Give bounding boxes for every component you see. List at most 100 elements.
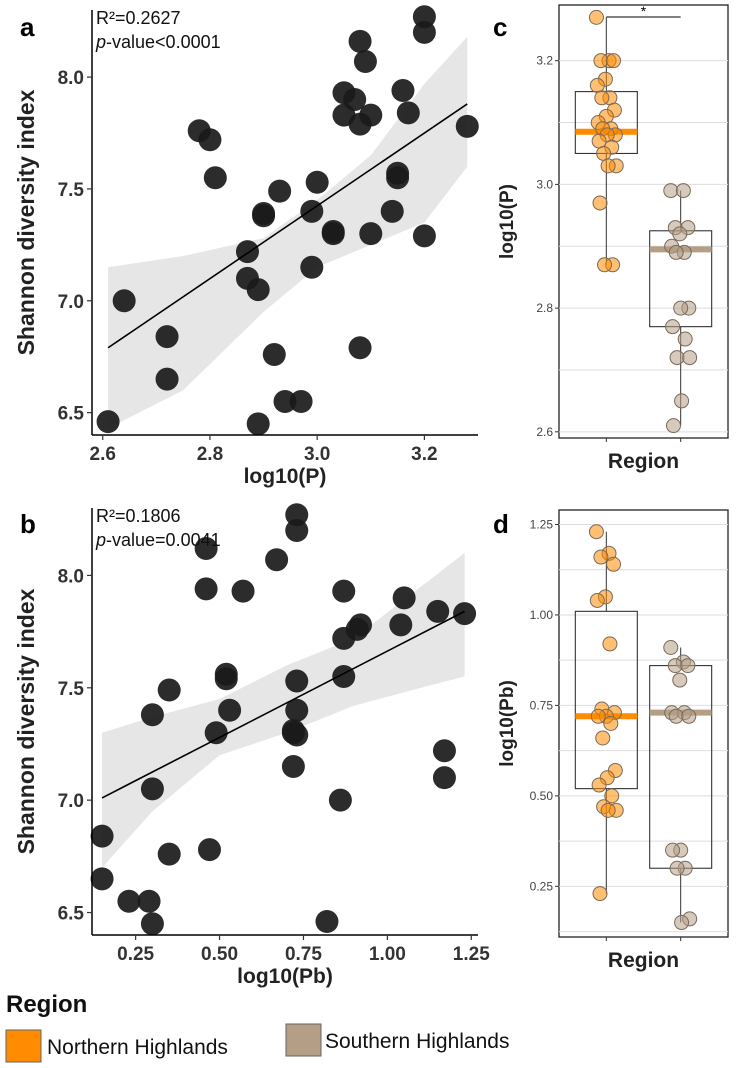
p-value-annotation: p-value=0.0041	[95, 530, 221, 550]
scatter-point	[273, 389, 297, 413]
scatter-point	[194, 577, 218, 601]
box-point	[680, 658, 696, 674]
y-tick-label: 1.25	[530, 517, 554, 531]
scatter-point	[214, 662, 238, 686]
scatter-point	[140, 777, 164, 801]
x-axis-title: Region	[608, 450, 679, 473]
legend: Region Northern Highlands Southern Highl…	[5, 991, 509, 1063]
box-point	[665, 319, 681, 335]
y-tick-label: 3.2	[536, 54, 553, 68]
scatter-point	[396, 101, 420, 125]
scatter-point	[305, 170, 329, 194]
box-point	[663, 640, 679, 656]
box-point	[595, 730, 611, 746]
box-point	[603, 716, 619, 731]
y-tick-label: 6.5	[58, 404, 85, 425]
panel-frame	[558, 4, 729, 439]
box-point	[593, 549, 609, 565]
scatter-point	[332, 579, 356, 603]
scatter-point	[412, 20, 436, 44]
scatter-point	[315, 910, 339, 934]
scatter-point	[90, 867, 114, 891]
scatter-point	[386, 161, 410, 185]
confidence-band	[108, 36, 468, 429]
y-tick-label: 0.50	[530, 789, 554, 803]
box-point	[606, 556, 622, 572]
y-tick-label: 7.5	[58, 180, 85, 201]
scatter-point	[353, 49, 377, 73]
box-point	[600, 158, 616, 174]
p-value-annotation: p-value<0.0001	[95, 32, 221, 52]
y-tick-label: 2.6	[536, 425, 553, 439]
scatter-point	[198, 128, 222, 152]
scatter-point	[194, 536, 218, 560]
scatter-point	[285, 698, 309, 722]
legend-label-southern: Southern Highlands	[325, 1030, 509, 1053]
regression-line	[107, 103, 468, 349]
box-point	[681, 708, 697, 724]
scatter-point	[328, 788, 352, 812]
box-point	[592, 195, 608, 211]
scatter-point	[392, 586, 416, 610]
x-tick-label: 2.6	[90, 444, 116, 465]
scatter-point	[90, 824, 114, 848]
legend-swatch-northern	[5, 1029, 42, 1063]
box-body	[574, 610, 638, 790]
box-point	[589, 592, 605, 608]
box-point	[674, 393, 690, 409]
y-tick-label: 8.0	[58, 566, 84, 587]
scatter-point	[285, 669, 309, 693]
scatter-point	[412, 224, 436, 248]
scatter-point	[391, 79, 415, 103]
y-axis-title: log10(P)	[497, 184, 518, 259]
scatter-point	[332, 665, 356, 689]
scatter-point	[246, 278, 270, 302]
y-tick-label: 3.0	[536, 177, 553, 191]
r-squared-annotation: R²=0.2627	[96, 8, 181, 28]
legend-swatch-southern	[285, 1023, 322, 1057]
box-point	[667, 658, 683, 674]
significance-star: *	[641, 3, 647, 19]
box-point	[669, 860, 685, 876]
y-tick-label: 2.8	[536, 301, 553, 315]
box-point	[673, 300, 689, 316]
box-point	[668, 244, 684, 260]
box-point	[672, 672, 688, 688]
x-axis-title: log10(P)	[244, 465, 327, 488]
scatter-point	[285, 723, 309, 747]
scatter-point	[268, 179, 292, 203]
x-tick-label: 0.50	[201, 944, 238, 965]
x-tick-label: 2.8	[197, 444, 223, 465]
panel-letter-c: c	[493, 12, 507, 42]
x-tick-label: 1.00	[369, 944, 406, 965]
y-tick-label: 1.00	[530, 608, 554, 622]
box-point	[682, 350, 698, 366]
scatter-point	[155, 367, 179, 391]
scatter-point	[96, 410, 120, 434]
scatter-point	[262, 342, 286, 366]
y-tick-label: 7.0	[58, 791, 84, 812]
scatter-point	[453, 602, 477, 626]
scatter-point	[204, 721, 228, 745]
x-tick-label: 1.25	[453, 944, 490, 965]
scatter-point	[380, 199, 404, 223]
legend-title: Region	[6, 991, 87, 1018]
box-point	[593, 53, 609, 69]
scatter-point	[289, 389, 313, 413]
x-tick-label: 3.2	[411, 444, 437, 465]
scatter-point	[117, 889, 141, 913]
box-point	[591, 777, 607, 793]
box-point	[606, 53, 622, 69]
y-tick-label: 0.75	[530, 698, 554, 712]
scatter-point	[343, 87, 367, 111]
box-point	[590, 708, 606, 724]
x-axis-title: log10(Pb)	[237, 965, 333, 988]
y-tick-label: 7.0	[58, 292, 84, 313]
scatter-point	[300, 255, 324, 279]
confidence-band	[102, 552, 465, 868]
scatter-point	[426, 599, 450, 623]
x-axis-title: Region	[608, 949, 679, 972]
scatter-point	[197, 838, 221, 862]
y-tick-label: 7.5	[58, 679, 85, 700]
